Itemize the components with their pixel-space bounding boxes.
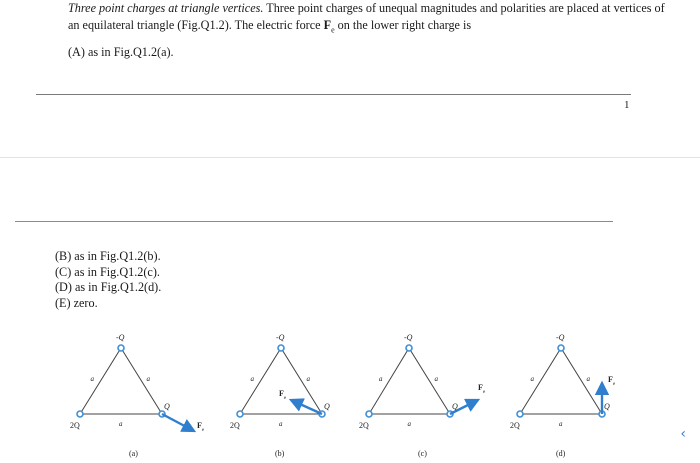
charge-marker — [117, 344, 125, 352]
divider-line — [15, 221, 613, 222]
triangle — [368, 347, 451, 415]
charge-label-right: Q — [452, 402, 458, 411]
side-label: a — [279, 420, 283, 428]
side-label: a — [435, 375, 439, 383]
figure-caption: (c) — [418, 449, 427, 458]
page-number: 1 — [624, 99, 630, 111]
force-vector — [288, 398, 323, 416]
question-body: Three point charges of unequal magnitude… — [68, 1, 665, 32]
force-label: F — [478, 383, 483, 392]
side-label: a — [379, 375, 383, 383]
charge-marker — [557, 344, 565, 352]
side-label: a — [531, 375, 535, 383]
charge-label-left: 2Q — [510, 421, 520, 430]
option-e: (E) zero. — [55, 295, 98, 310]
charge-label-right: Q — [324, 402, 330, 411]
force-label: F — [608, 375, 613, 384]
side-label: a — [587, 375, 591, 383]
figure-caption: (b) — [275, 449, 285, 458]
force-label-sub: e — [202, 428, 205, 433]
force-label: F — [279, 389, 284, 398]
force-vector — [161, 412, 197, 433]
figure-caption: (a) — [129, 449, 138, 458]
divider-line — [36, 94, 631, 95]
charge-marker — [516, 410, 524, 418]
charge-marker — [405, 344, 413, 352]
force-symbol: F — [323, 18, 332, 32]
charge-label-top: -Q — [276, 333, 285, 342]
force-vector — [449, 398, 481, 416]
triangle — [79, 347, 163, 415]
side-label: a — [251, 375, 255, 383]
triangle — [519, 347, 603, 415]
charge-label-left: 2Q — [230, 421, 240, 430]
figure-q1-2: -Q 2Q Qa a a Fe (a) -Q 2Q Qa a a Fe (b) -Q 2Q Qa a a Fe (c) -… — [70, 333, 616, 458]
charge-marker — [365, 410, 373, 418]
option-c: (C) as in Fig.Q1.2(c). — [55, 264, 160, 279]
force-subscript: e — [331, 25, 335, 35]
chevron-up-icon[interactable]: ‹ — [680, 426, 686, 442]
charge-marker — [277, 344, 285, 352]
charge-marker — [236, 410, 244, 418]
figure-caption: (d) — [556, 449, 566, 458]
charge-label-left: 2Q — [70, 421, 80, 430]
question-body-end: on the lower right charge is — [337, 18, 472, 32]
option-b: (B) as in Fig.Q1.2(b). — [55, 249, 161, 263]
charge-label-left: 2Q — [359, 421, 369, 430]
charge-label-right: Q — [604, 402, 610, 411]
side-label: a — [559, 420, 563, 428]
question-title: Three point charges at triangle vertices… — [68, 1, 264, 15]
charge-label-top: -Q — [404, 333, 413, 342]
triangle — [239, 347, 323, 415]
side-label: a — [119, 420, 123, 428]
charge-marker — [76, 410, 84, 418]
force-label-sub: e — [284, 396, 287, 401]
side-label: a — [147, 375, 151, 383]
options-list: (B) as in Fig.Q1.2(b). (C) as in Fig.Q1.… — [55, 249, 161, 311]
charge-label-top: -Q — [556, 333, 565, 342]
chevron-glyph: ‹ — [680, 426, 686, 442]
side-label: a — [307, 375, 311, 383]
side-label: a — [408, 420, 412, 428]
force-label: F — [197, 421, 202, 430]
question-text: Three point charges at triangle vertices… — [68, 0, 668, 38]
side-label: a — [91, 375, 95, 383]
force-label-sub: e — [613, 382, 616, 387]
option-a: (A) as in Fig.Q1.2(a). — [68, 45, 174, 59]
option-d: (D) as in Fig.Q1.2(d). — [55, 280, 162, 295]
charge-label-top: -Q — [116, 333, 125, 342]
force-label-sub: e — [483, 390, 486, 395]
charge-label-right: Q — [164, 402, 170, 411]
page-break-line — [0, 157, 700, 158]
